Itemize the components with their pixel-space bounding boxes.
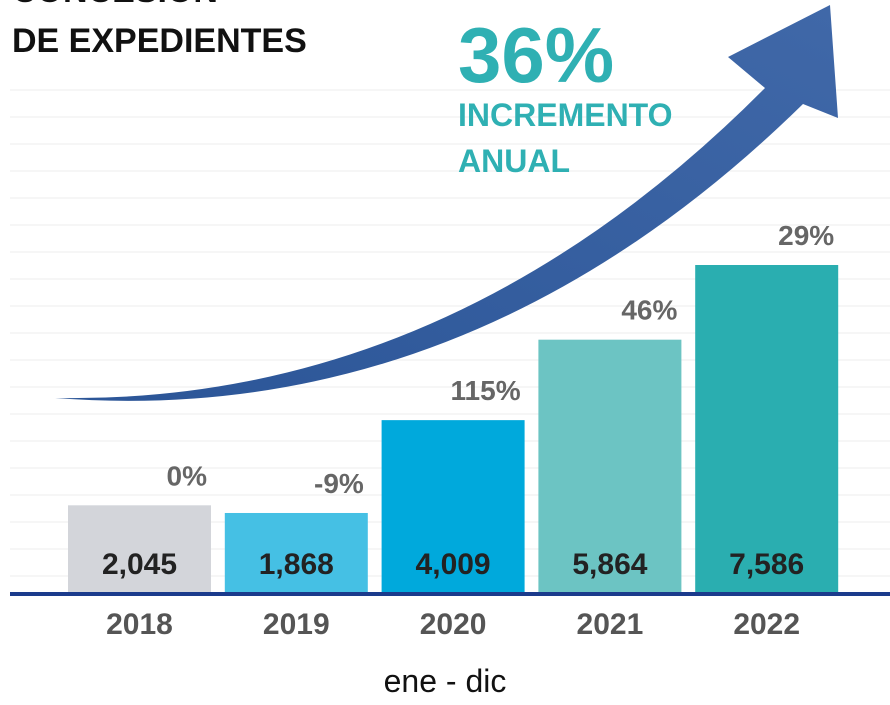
growth-label: 115%	[451, 375, 521, 406]
value-label: 5,864	[572, 548, 647, 581]
x-tick-label: 2022	[733, 608, 800, 641]
x-tick-label: 2019	[263, 608, 330, 641]
bar	[381, 420, 525, 594]
headline: 36%	[458, 11, 614, 99]
title-line: CONCESIÓN	[12, 0, 218, 10]
growth-label: 46%	[621, 295, 677, 326]
growth-label: -9%	[314, 468, 364, 499]
x-axis-label: ene - dic	[384, 663, 507, 699]
title-line: DE EXPEDIENTES	[12, 22, 307, 60]
headline-line: ANUAL	[458, 143, 570, 179]
x-tick-label: 2020	[420, 608, 487, 641]
value-label: 2,045	[102, 548, 177, 581]
value-label: 7,586	[729, 548, 804, 581]
bar	[68, 505, 211, 594]
value-label: 4,009	[416, 548, 491, 581]
growth-label: 29%	[778, 220, 834, 251]
bar	[224, 512, 368, 594]
bar	[538, 339, 682, 594]
growth-label: 0%	[167, 460, 208, 491]
x-tick-label: 2018	[106, 608, 173, 641]
growth-arrow	[55, 5, 838, 401]
value-label: 1,868	[259, 548, 334, 581]
bar	[695, 265, 839, 594]
headline-line: INCREMENTO	[458, 97, 673, 133]
x-tick-label: 2021	[577, 608, 644, 641]
